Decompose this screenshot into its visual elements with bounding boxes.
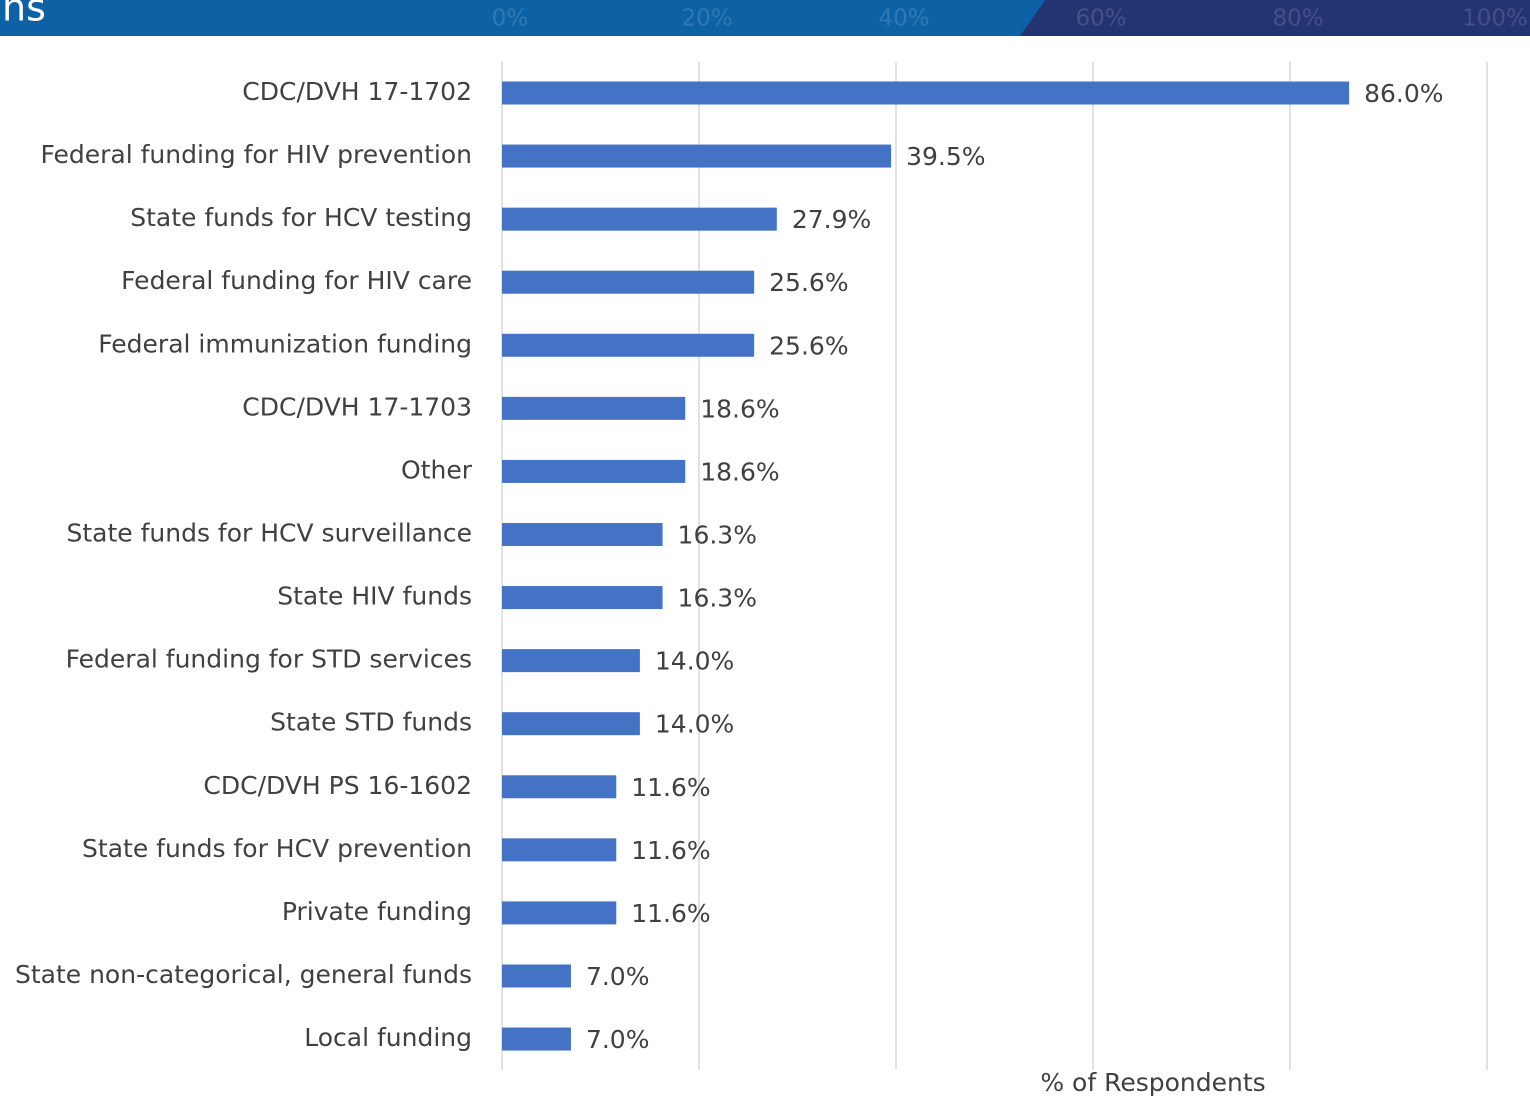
y-tick-label: CDC/DVH PS 16-1602 — [203, 771, 472, 800]
bar — [502, 649, 640, 673]
value-label: 11.6% — [631, 836, 710, 865]
value-label: 16.3% — [678, 520, 757, 549]
bar — [502, 522, 663, 546]
x-tick-label: 40% — [878, 6, 929, 32]
bar — [502, 396, 686, 420]
value-label: 7.0% — [586, 1025, 650, 1054]
bar — [502, 144, 892, 168]
y-tick-label: Federal immunization funding — [98, 329, 472, 358]
bar — [502, 270, 755, 294]
bar — [502, 901, 617, 925]
y-tick-label: CDC/DVH 17-1703 — [242, 392, 472, 421]
bar — [502, 838, 617, 862]
x-tick-label: 60% — [1075, 6, 1126, 32]
value-label: 7.0% — [586, 962, 650, 991]
x-tick-label: 100% — [1462, 6, 1528, 32]
value-label: 14.0% — [655, 647, 734, 676]
y-tick-label: Federal funding for HIV prevention — [40, 140, 472, 169]
header-banner-dark — [1020, 0, 1530, 36]
value-label: 18.6% — [700, 457, 779, 486]
value-label: 25.6% — [769, 268, 848, 297]
header-title: ns — [2, 0, 46, 30]
y-tick-label: Local funding — [304, 1023, 472, 1052]
value-label: 11.6% — [631, 773, 710, 802]
value-label: 86.0% — [1364, 79, 1443, 108]
y-tick-label: State non-categorical, general funds — [15, 960, 472, 989]
value-label: 27.9% — [792, 205, 871, 234]
value-label: 14.0% — [655, 710, 734, 739]
y-tick-label: State funds for HCV surveillance — [66, 518, 472, 547]
y-tick-label: Federal funding for STD services — [66, 645, 472, 674]
y-tick-label: State HIV funds — [277, 582, 472, 611]
bar — [502, 1027, 571, 1051]
y-tick-label: State funds for HCV testing — [130, 203, 472, 232]
x-tick-label: 20% — [681, 6, 732, 32]
x-tick-label: 80% — [1272, 6, 1323, 32]
y-tick-label: State funds for HCV prevention — [82, 834, 472, 863]
bar — [502, 586, 663, 610]
y-tick-label: Other — [401, 455, 473, 484]
bar — [502, 964, 571, 988]
bar — [502, 712, 640, 736]
y-tick-label: Private funding — [282, 897, 472, 926]
y-tick-label: State STD funds — [270, 708, 472, 737]
x-axis-label: % of Respondents — [1040, 1068, 1265, 1097]
bar — [502, 81, 1350, 105]
bar — [502, 459, 686, 483]
bar — [502, 333, 755, 357]
x-tick-label: 0% — [492, 6, 529, 32]
y-tick-label: CDC/DVH 17-1702 — [242, 77, 472, 106]
value-label: 39.5% — [906, 142, 985, 171]
value-label: 25.6% — [769, 331, 848, 360]
bar — [502, 207, 777, 231]
value-label: 18.6% — [700, 394, 779, 423]
value-label: 16.3% — [678, 584, 757, 613]
y-tick-label: Federal funding for HIV care — [121, 266, 472, 295]
value-label: 11.6% — [631, 899, 710, 928]
bar — [502, 775, 617, 799]
